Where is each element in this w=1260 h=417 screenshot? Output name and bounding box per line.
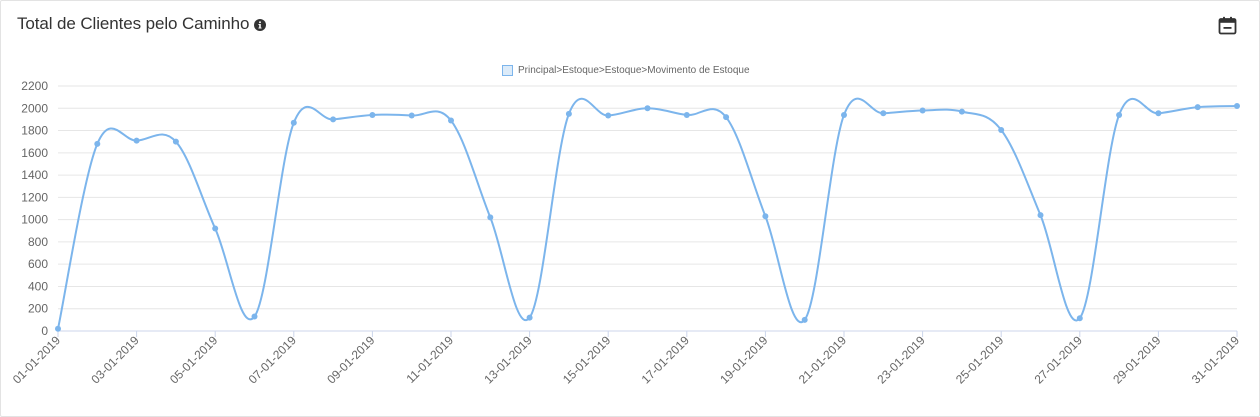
x-tick-label: 31-01-2019	[1189, 333, 1243, 387]
data-point[interactable]	[172, 138, 179, 145]
x-tick-label: 27-01-2019	[1032, 333, 1086, 387]
data-point[interactable]	[94, 140, 101, 147]
data-point[interactable]	[919, 107, 926, 114]
data-point[interactable]	[723, 114, 730, 121]
y-tick-label: 200	[28, 302, 48, 316]
legend-swatch	[502, 65, 513, 76]
data-point[interactable]	[487, 214, 494, 221]
x-tick-label: 07-01-2019	[246, 333, 300, 387]
data-point[interactable]	[212, 225, 219, 232]
x-tick-label: 09-01-2019	[324, 333, 378, 387]
x-tick-label: 13-01-2019	[481, 333, 535, 387]
data-point[interactable]	[526, 314, 533, 321]
x-tick-label: 25-01-2019	[953, 333, 1007, 387]
data-point[interactable]	[565, 110, 572, 117]
y-tick-label: 1200	[21, 190, 48, 204]
x-tick-label: 21-01-2019	[796, 333, 850, 387]
data-point[interactable]	[1234, 103, 1240, 110]
series-layer	[55, 97, 1240, 332]
x-axis: 01-01-2019 03-01-2019 05-01-2019 07-01-2019…	[10, 330, 1243, 387]
grid-lines	[58, 85, 1237, 310]
data-point[interactable]	[998, 126, 1005, 133]
chart-title: Total de Clientes pelo Caminho	[17, 14, 250, 33]
data-point[interactable]	[330, 116, 337, 123]
data-point[interactable]	[369, 111, 376, 118]
x-tick-label: 15-01-2019	[560, 333, 614, 387]
y-tick-label: 1600	[21, 146, 48, 160]
data-point[interactable]	[605, 112, 612, 119]
data-point[interactable]	[290, 119, 297, 126]
data-point[interactable]	[55, 325, 61, 332]
x-tick-label: 17-01-2019	[639, 333, 693, 387]
data-point[interactable]	[644, 105, 651, 112]
data-point[interactable]	[958, 108, 965, 115]
y-tick-label: 600	[28, 257, 48, 271]
data-point[interactable]	[1194, 104, 1201, 111]
calendar-icon[interactable]	[1218, 16, 1237, 35]
data-point[interactable]	[408, 112, 415, 119]
x-tick-label: 19-01-2019	[717, 333, 771, 387]
y-tick-label: 2000	[21, 101, 48, 115]
legend-label: Principal>Estoque>Estoque>Movimento de E…	[518, 65, 750, 76]
data-point[interactable]	[133, 137, 140, 144]
series-line[interactable]	[57, 97, 1238, 329]
x-tick-label: 03-01-2019	[88, 333, 142, 387]
data-point[interactable]	[1037, 212, 1044, 219]
x-tick-label: 23-01-2019	[874, 333, 928, 387]
data-point[interactable]	[880, 110, 887, 117]
info-circle-icon[interactable]	[254, 19, 267, 31]
data-point[interactable]	[448, 117, 454, 124]
y-tick-label: 400	[28, 279, 48, 293]
x-tick-label: 05-01-2019	[167, 333, 221, 387]
y-tick-label: 1400	[21, 168, 48, 182]
data-point[interactable]	[683, 111, 690, 118]
data-point[interactable]	[801, 316, 808, 323]
data-point[interactable]	[1076, 315, 1083, 322]
x-tick-label: 01-01-2019	[10, 333, 64, 387]
chart-legend[interactable]: Principal>Estoque>Estoque>Movimento de E…	[502, 65, 750, 76]
data-point[interactable]	[762, 213, 769, 220]
y-tick-label: 2200	[21, 79, 48, 93]
x-tick-label: 29-01-2019	[1110, 333, 1164, 387]
y-tick-label: 0	[41, 324, 48, 338]
x-tick-label: 11-01-2019	[403, 333, 456, 386]
card-header: Total de Clientes pelo Caminho	[17, 14, 267, 34]
data-point[interactable]	[251, 313, 258, 320]
y-tick-label: 1800	[21, 124, 48, 138]
y-tick-label: 1000	[21, 213, 48, 227]
y-axis: 0 200 400 600 800 1000 1200 1400 1600 1800 2000 220…	[21, 79, 48, 338]
y-tick-label: 800	[28, 235, 48, 249]
data-point[interactable]	[1155, 110, 1162, 117]
data-point[interactable]	[841, 111, 847, 118]
data-point[interactable]	[1116, 111, 1123, 118]
